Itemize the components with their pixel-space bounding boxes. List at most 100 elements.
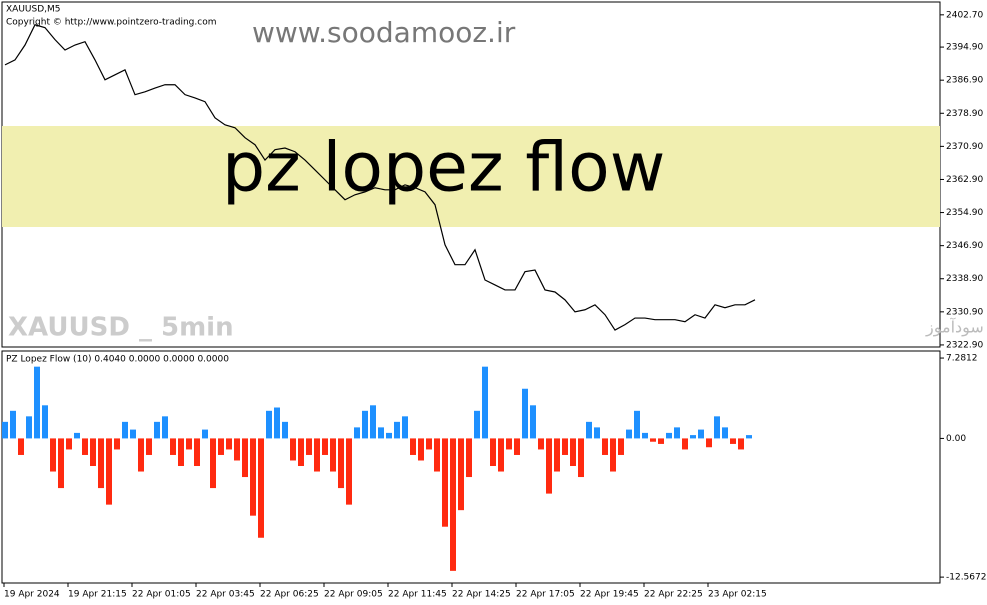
x-tick-label: 22 Apr 17:05 bbox=[516, 590, 575, 600]
flow-bar bbox=[626, 429, 632, 439]
x-tick-label: 22 Apr 22:25 bbox=[644, 590, 703, 600]
flow-bar bbox=[2, 421, 8, 439]
flow-bar bbox=[458, 438, 464, 511]
x-tick-label: 19 Apr 21:15 bbox=[68, 590, 127, 600]
flow-bar bbox=[98, 438, 104, 489]
flow-bar bbox=[202, 429, 208, 439]
x-tick-label: 22 Apr 03:45 bbox=[196, 590, 255, 600]
flow-bar bbox=[482, 366, 488, 439]
flow-bar bbox=[114, 438, 120, 450]
x-tick-label: 22 Apr 19:45 bbox=[580, 590, 639, 600]
flow-bar bbox=[274, 407, 280, 439]
flow-bar bbox=[410, 438, 416, 455]
x-tick-label: 22 Apr 01:05 bbox=[132, 590, 191, 600]
flow-bar bbox=[618, 438, 624, 455]
flow-bar bbox=[258, 438, 264, 538]
flow-bar bbox=[154, 421, 160, 439]
flow-bar bbox=[10, 410, 16, 439]
flow-bar bbox=[498, 438, 504, 472]
flow-bar bbox=[538, 438, 544, 450]
flow-bar bbox=[298, 438, 304, 467]
flow-bar bbox=[658, 438, 664, 444]
flow-bar bbox=[194, 438, 200, 467]
flow-bar bbox=[562, 438, 568, 455]
flow-bar bbox=[594, 427, 600, 439]
flow-bar bbox=[578, 438, 584, 478]
flow-bar bbox=[714, 416, 720, 439]
flow-bar bbox=[730, 438, 736, 444]
y-tick-label: 7.2812 bbox=[946, 354, 978, 364]
flow-bar bbox=[434, 438, 440, 472]
flow-bar bbox=[322, 438, 328, 455]
indicator-title: PZ Lopez Flow (10) 0.4040 0.0000 0.0000 … bbox=[6, 355, 229, 365]
symbol-label: XAUUSD _ 5min bbox=[8, 313, 234, 343]
y-tick-label: 2330.90 bbox=[946, 307, 983, 317]
flow-bar bbox=[722, 427, 728, 439]
x-tick-label: 22 Apr 14:25 bbox=[452, 590, 511, 600]
flow-bar bbox=[210, 438, 216, 489]
flow-bar bbox=[682, 438, 688, 450]
y-tick-label: 2386.90 bbox=[946, 76, 983, 86]
flow-bar bbox=[370, 405, 376, 439]
x-tick-label: 22 Apr 11:45 bbox=[388, 590, 447, 600]
flow-bar bbox=[218, 438, 224, 455]
flow-bar bbox=[26, 416, 32, 439]
notice: انتشار در سایت سودآموز bbox=[925, 318, 987, 338]
flow-bar bbox=[146, 438, 152, 455]
y-tick-label: 2362.90 bbox=[946, 175, 983, 185]
x-tick-label: 22 Apr 09:05 bbox=[324, 590, 383, 600]
y-tick-label: 2402.70 bbox=[946, 10, 983, 20]
y-tick-label: 0.00 bbox=[946, 434, 966, 444]
flow-bar bbox=[178, 438, 184, 467]
flow-bar bbox=[90, 438, 96, 467]
flow-bar bbox=[82, 438, 88, 455]
y-tick-label: -12.5672 bbox=[946, 573, 986, 583]
flow-bar bbox=[474, 410, 480, 439]
y-tick-label: 2378.90 bbox=[946, 109, 983, 119]
flow-bar bbox=[58, 438, 64, 489]
flow-bar bbox=[42, 405, 48, 439]
flow-bar bbox=[394, 421, 400, 439]
price-line bbox=[4, 24, 756, 331]
flow-bar bbox=[706, 438, 712, 448]
flow-bar bbox=[306, 438, 312, 455]
flow-bar bbox=[386, 432, 392, 439]
flow-bar bbox=[642, 432, 648, 439]
flow-bar bbox=[122, 421, 128, 439]
flow-bar bbox=[50, 438, 56, 472]
y-tick-label: 2338.90 bbox=[946, 274, 983, 284]
symbol: XAUUSD,M5 bbox=[6, 5, 61, 15]
x-tick-label: 22 Apr 06:25 bbox=[260, 590, 319, 600]
y-tick-label: 2354.90 bbox=[946, 208, 983, 218]
flow-bar bbox=[530, 405, 536, 439]
flow-bar bbox=[18, 438, 24, 455]
flow-bar bbox=[346, 438, 352, 505]
banner-text: pz lopez flow bbox=[222, 129, 665, 208]
flow-bar bbox=[690, 435, 696, 439]
flow-bar bbox=[338, 438, 344, 489]
flow-bar bbox=[442, 438, 448, 527]
flow-bar bbox=[610, 438, 616, 472]
flow-bar bbox=[226, 438, 232, 450]
flow-bar bbox=[650, 438, 656, 442]
flow-bar bbox=[466, 438, 472, 478]
flow-bar bbox=[290, 438, 296, 461]
flow-bar bbox=[554, 438, 560, 472]
flow-bar bbox=[746, 435, 752, 439]
flow-bar bbox=[738, 438, 744, 450]
y-tick-label: 2322.90 bbox=[946, 340, 983, 350]
flow-bar bbox=[666, 432, 672, 439]
flow-bar bbox=[634, 410, 640, 439]
flow-bar bbox=[250, 438, 256, 516]
flow-bar bbox=[514, 438, 520, 455]
flow-bar bbox=[282, 421, 288, 439]
flow-bar bbox=[402, 416, 408, 439]
flow-bar bbox=[34, 366, 40, 439]
flow-bar bbox=[362, 410, 368, 439]
flow-bar bbox=[138, 438, 144, 472]
flow-bar bbox=[450, 438, 456, 571]
flow-bar bbox=[74, 432, 80, 439]
x-tick-label: 23 Apr 02:15 bbox=[708, 590, 767, 600]
flow-bar bbox=[266, 410, 272, 439]
